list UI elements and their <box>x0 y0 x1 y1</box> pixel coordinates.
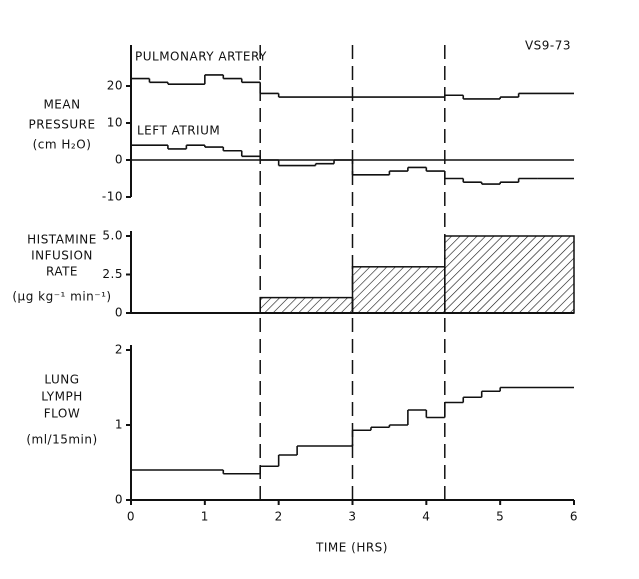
bar <box>351 266 446 314</box>
x-tick-label: 4 <box>422 510 430 524</box>
bar <box>444 235 575 314</box>
y-axis-title: (cm H₂O) <box>33 138 92 152</box>
x-tick-label: 5 <box>496 510 504 524</box>
bar <box>259 296 354 314</box>
x-tick-label: 1 <box>201 510 209 524</box>
y-axis-title: PRESSURE <box>28 118 95 132</box>
y-tick-label: 10 <box>107 116 123 130</box>
series-label: PULMONARY ARTERY <box>135 50 267 64</box>
x-tick-label: 3 <box>348 510 356 524</box>
y-tick-label: -10 <box>102 190 123 204</box>
y-tick-label: 0 <box>115 153 123 167</box>
y-axis-title: (ml/15min) <box>26 433 97 447</box>
x-axis-title: TIME (HRS) <box>315 541 388 555</box>
y-axis-title: (µg kg⁻¹ min⁻¹) <box>12 290 111 304</box>
y-axis-title: LUNG <box>44 373 79 387</box>
y-tick-label: 0 <box>115 306 123 320</box>
y-tick-label: 2.5 <box>102 267 123 281</box>
y-axis-title: MEAN <box>43 98 80 112</box>
y-axis-title: LYMPH <box>41 390 83 404</box>
y-axis-title: INFUSION <box>31 249 93 263</box>
y-axis-title: HISTAMINE <box>27 233 97 247</box>
x-tick-label: 6 <box>570 510 578 524</box>
y-tick-label: 5.0 <box>102 229 123 243</box>
y-tick-label: 20 <box>107 79 123 93</box>
figure-id: VS9-73 <box>525 39 571 53</box>
series-label: LEFT ATRIUM <box>137 124 220 138</box>
x-tick-label: 0 <box>127 510 135 524</box>
y-axis-title: FLOW <box>44 407 80 421</box>
y-tick-label: 2 <box>115 343 123 357</box>
x-tick-label: 2 <box>275 510 283 524</box>
y-tick-label: 1 <box>115 418 123 432</box>
y-axis-title: RATE <box>46 265 78 279</box>
y-tick-label: 0 <box>115 493 123 507</box>
